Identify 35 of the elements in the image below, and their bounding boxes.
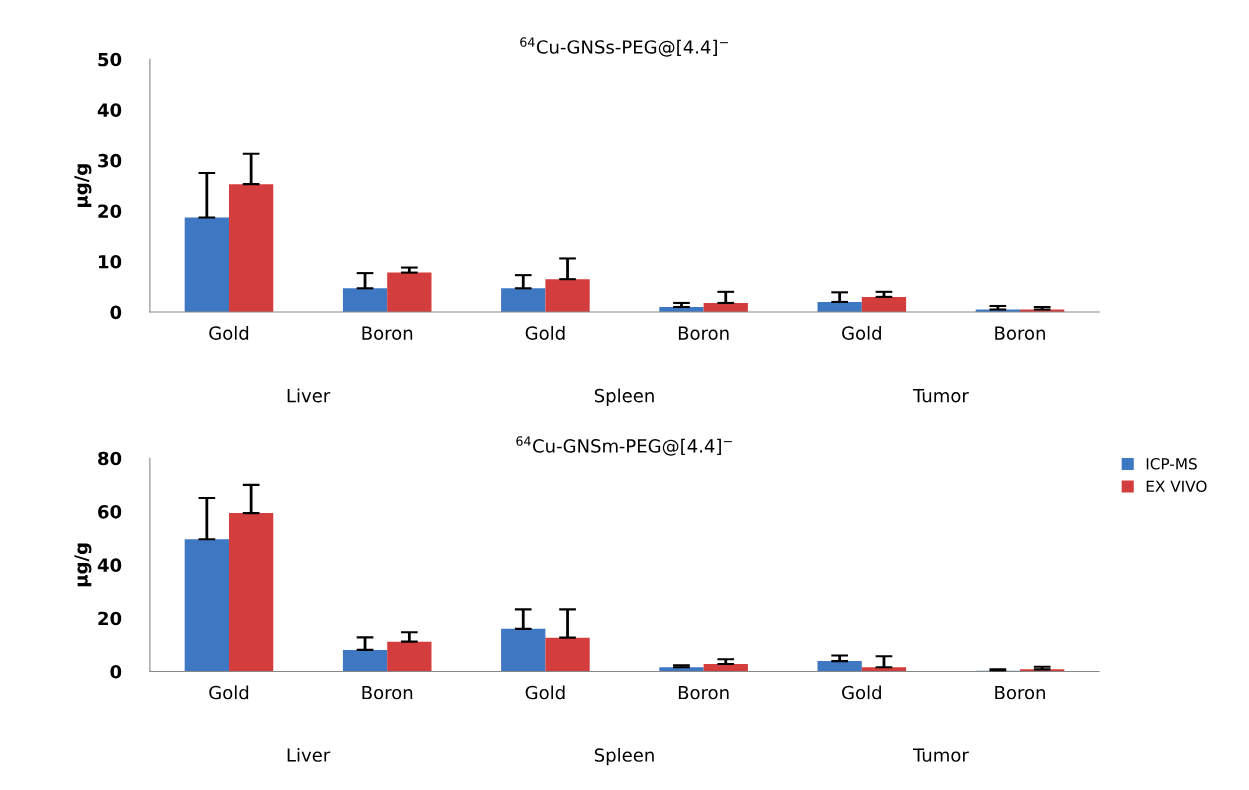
x-tick-label: Gold: [525, 325, 565, 340]
text: Spleen: [594, 747, 654, 766]
y-tick-label: 60: [98, 504, 122, 519]
y-tick-label: 30: [98, 153, 122, 168]
text: Liver: [287, 388, 331, 403]
y-tick-label: 0: [110, 664, 122, 679]
x-tick-label: Boron: [995, 685, 1045, 700]
x-tick-label: Boron: [362, 326, 413, 340]
x-tick-label: Gold: [842, 685, 881, 700]
y-tick-label: 10: [99, 254, 122, 269]
text: Tumor: [912, 748, 969, 762]
legend-label: EX VIVO: [1146, 480, 1207, 493]
y-tick-label: 20: [98, 204, 122, 219]
legend-label: ICP-MS: [1146, 458, 1197, 470]
y-tick-label: 40: [97, 103, 122, 117]
text: Liver: [287, 747, 331, 762]
chart-title: $^{64}$Cu-GNSm-PEG@[4.4]$^{−}$: [516, 436, 732, 456]
chart-title: $^{64}$Cu-GNSs-PEG@[4.4]$^{−}$: [520, 37, 728, 57]
x-tick-label: Boron: [678, 326, 729, 340]
y-tick-label: 80: [98, 451, 122, 466]
x-tick-label: Gold: [842, 325, 881, 340]
x-tick-label: Gold: [525, 685, 565, 700]
y-axis-title: µg/g: [74, 543, 92, 587]
text: Tumor: [912, 388, 969, 403]
x-tick-label: Gold: [209, 325, 249, 340]
x-tick-label: Boron: [362, 685, 413, 700]
x-tick-label: Boron: [678, 685, 729, 700]
y-tick-label: 0: [110, 305, 122, 320]
y-tick-label: 20: [98, 611, 122, 626]
x-tick-label: Boron: [995, 326, 1045, 340]
y-axis-title: µg/g: [74, 164, 92, 207]
y-tick-label: 50: [98, 52, 122, 67]
text: Spleen: [594, 388, 654, 406]
y-tick-label: 40: [97, 558, 122, 572]
x-tick-label: Gold: [209, 685, 249, 700]
